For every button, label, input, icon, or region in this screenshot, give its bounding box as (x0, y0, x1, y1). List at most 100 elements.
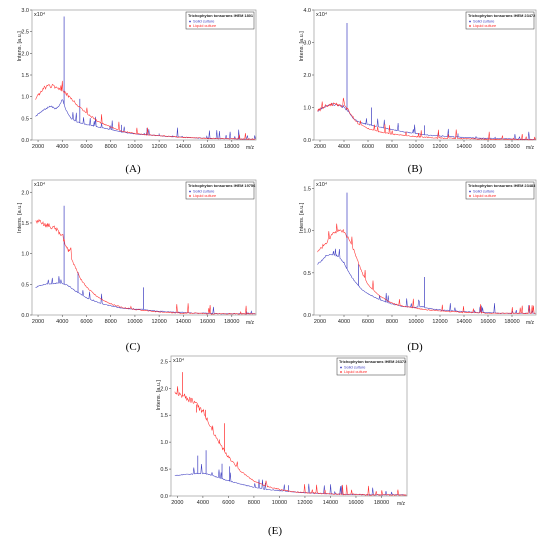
legend-liquid-label: Liquid culture (344, 369, 367, 374)
y-axis-exponent: x10⁴ (316, 181, 328, 188)
plot-frame (31, 179, 257, 316)
y-tick-label: 3.0 (21, 8, 29, 14)
y-axis-exponent: x10⁴ (34, 11, 46, 18)
x-tick-label: 6000 (80, 319, 92, 325)
y-tick-label: 3.0 (303, 41, 311, 47)
solid-culture-series (35, 99, 256, 140)
x-tick-label: 18000 (504, 144, 519, 150)
legend-swatch-liquid (469, 195, 471, 197)
y-tick-label: 0.0 (21, 313, 29, 319)
y-tick-label: 0.5 (303, 271, 311, 277)
x-tick-label: 16000 (348, 500, 363, 506)
x-tick-label: 14000 (456, 144, 471, 150)
x-tick-label: 14000 (176, 144, 191, 150)
x-axis-unit: m/z (526, 145, 535, 151)
legend-swatch-liquid (189, 25, 191, 27)
x-axis-ticks: 2000 4000 6000 8000 10000 12000 14000 16000 1800… (32, 315, 239, 325)
panel-label: (E) (268, 525, 282, 537)
x-tick-label: 6000 (80, 144, 92, 150)
y-tick-label: 1.5 (160, 413, 168, 419)
x-axis-ticks: 2000 4000 6000 8000 10000 12000 14000 16000 1800… (171, 496, 389, 506)
legend-title: Trichophyton tonsurans IHEM 23483 (468, 183, 536, 188)
y-tick-label: 0.5 (21, 282, 29, 288)
legend-swatch-liquid (340, 371, 342, 373)
y-tick-label: 0.0 (21, 138, 29, 144)
legend-box (465, 11, 535, 30)
x-tick-label: 16000 (200, 319, 215, 325)
x-tick-label: 6000 (362, 144, 374, 150)
y-tick-label: 1.0 (160, 440, 168, 446)
x-tick-label: 8000 (386, 319, 398, 325)
y-tick-label: 1.5 (21, 73, 29, 79)
y-tick-label: 2.0 (21, 51, 29, 57)
legend-swatch-solid (469, 20, 471, 23)
y-tick-label: 2.0 (21, 190, 29, 196)
legend-title: Trichophyton tonsurans IHEM 26372 (339, 359, 407, 364)
x-axis-ticks: 2000 4000 6000 8000 10000 12000 14000 16000 1800… (314, 315, 520, 325)
x-tick-label: 16000 (480, 144, 495, 150)
x-tick-label: 2000 (32, 319, 44, 325)
solid-culture-series (317, 248, 536, 314)
x-tick-label: 18000 (504, 319, 519, 325)
x-tick-label: 4000 (338, 319, 350, 325)
legend-title: Trichophyton tonsurans IHEM 23472 (468, 13, 536, 18)
plot-frame (31, 9, 257, 141)
spectrum-panel-a: Intens. [a.u.] x10⁴ 0.0 0.5 1.0 1.5 2.0 2.5 3.0 2… (17, 8, 257, 175)
y-axis-label: Intens. [a.u.] (156, 380, 162, 411)
liquid-culture-series (35, 80, 256, 140)
x-tick-label: 14000 (456, 319, 471, 325)
legend-swatch-solid (469, 190, 471, 193)
x-tick-label: 10000 (408, 144, 423, 150)
x-tick-label: 12000 (432, 144, 447, 150)
legend-swatch-solid (340, 366, 342, 369)
legend-box (465, 181, 535, 200)
panel-label: (C) (126, 341, 141, 353)
x-tick-label: 6000 (222, 500, 234, 506)
legend-solid-label: Solid culture (473, 189, 494, 194)
x-tick-label: 4000 (56, 144, 68, 150)
x-tick-label: 18000 (224, 319, 239, 325)
y-tick-label: 2.0 (160, 386, 168, 392)
x-tick-label: 4000 (56, 319, 68, 325)
y-tick-label: 1.0 (303, 106, 311, 112)
x-tick-label: 8000 (105, 319, 117, 325)
y-tick-label: 1.5 (303, 186, 311, 192)
legend-swatch-liquid (469, 25, 471, 27)
spectrum-panel-e: Intens. [a.u.] x10⁴ 0.0 0.5 1.0 1.5 2.0 2.5 2000… (156, 355, 408, 537)
x-tick-label: 12000 (151, 144, 166, 150)
x-tick-label: 14000 (176, 319, 191, 325)
legend-title: Trichophyton tonsurans IHEM 19756 (188, 183, 256, 188)
y-tick-label: 0.5 (21, 116, 29, 122)
legend-box (185, 181, 255, 200)
liquid-culture-series (35, 218, 256, 315)
y-axis-label: Intens. [a.u.] (17, 31, 23, 62)
legend-liquid-label: Liquid culture (473, 23, 496, 28)
y-axis-ticks: 0.0 0.5 1.0 1.5 (303, 186, 314, 319)
x-tick-label: 18000 (374, 500, 389, 506)
y-axis-label: Intens. [a.u.] (17, 202, 23, 233)
spectrum-panel-b: Intens. [a.u.] x10⁴ 0.0 1.0 2.0 3.0 4.0 2000 400… (299, 8, 537, 175)
y-tick-label: 0.0 (303, 313, 311, 319)
y-axis-ticks: 0.0 0.5 1.0 1.5 2.0 2.5 3.0 (21, 8, 32, 144)
y-axis-ticks: 0.0 0.5 1.0 1.5 2.0 (21, 190, 32, 319)
y-axis-exponent: x10⁴ (316, 11, 328, 18)
y-axis-exponent: x10⁴ (34, 181, 46, 188)
y-tick-label: 0.0 (160, 494, 168, 500)
solid-culture-series (174, 463, 407, 496)
x-tick-label: 12000 (151, 319, 166, 325)
legend-liquid-label: Liquid culture (193, 23, 216, 28)
y-tick-label: 2.0 (303, 73, 311, 79)
y-axis-label: Intens. [a.u.] (299, 202, 305, 233)
panel-label: (A) (125, 163, 141, 175)
x-tick-label: 2000 (171, 500, 183, 506)
plot-frame (313, 179, 537, 316)
x-tick-label: 10000 (272, 500, 287, 506)
y-tick-label: 0.0 (303, 138, 311, 144)
y-tick-label: 1.5 (21, 221, 29, 227)
legend-liquid-label: Liquid culture (473, 193, 496, 198)
y-tick-label: 2.5 (21, 30, 29, 36)
legend-swatch-solid (189, 190, 191, 193)
x-axis-unit: m/z (397, 501, 406, 507)
